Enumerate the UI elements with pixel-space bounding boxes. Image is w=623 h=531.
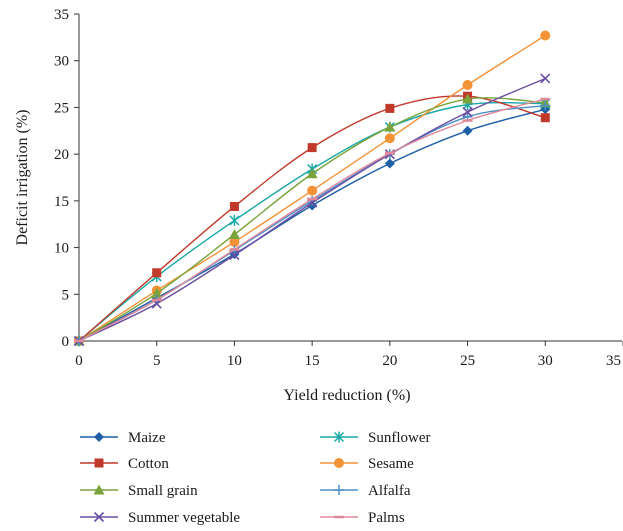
legend-item-summer-vegetable: Summer vegetable (80, 510, 240, 526)
data-point-cotton (229, 201, 239, 211)
data-point-sesame (307, 185, 318, 196)
series-small-grain (73, 93, 551, 346)
y-tick-label: 25 (54, 100, 69, 116)
legend-marker (334, 485, 344, 495)
legend-item-sesame: Sesame (320, 456, 414, 472)
legend-marker (94, 432, 104, 442)
legend-item-cotton: Cotton (80, 456, 169, 472)
y-tick-label: 10 (54, 241, 69, 257)
data-point-small-grain (384, 121, 396, 132)
x-tick-label: 0 (75, 353, 83, 369)
data-point-maize (462, 125, 473, 136)
data-point-sesame (462, 80, 473, 91)
x-tick-label: 10 (227, 353, 242, 369)
series-line-alfalfa (78, 104, 546, 342)
data-point-cotton (540, 113, 550, 123)
legend-label: Palms (368, 510, 405, 526)
data-point-small-grain (151, 287, 163, 298)
legend-marker (333, 431, 345, 443)
x-tick-label: 5 (153, 353, 161, 369)
legend-label: Maize (128, 430, 166, 446)
series-line-sunflower (78, 101, 546, 342)
legend-marker (93, 511, 105, 523)
legend-label: Alfalfa (368, 483, 411, 499)
y-tick-label: 15 (54, 194, 69, 210)
data-point-small-grain (228, 228, 240, 239)
data-point-small-grain (462, 93, 474, 104)
legend-item-alfalfa: Alfalfa (320, 483, 411, 499)
data-point-cotton (385, 103, 395, 113)
legend-item-palms: Palms (320, 510, 405, 526)
data-point-sesame (229, 236, 240, 247)
x-tick-label: 35 (606, 353, 621, 369)
axes: 0 5 10 15 20 25 30 35 0 5 10 15 20 25 30 35 (54, 7, 623, 369)
legend: Maize Sunflower Cotton Sesame Small grain Alf… (80, 430, 431, 526)
legend-marker (93, 484, 105, 495)
series-palms (74, 97, 551, 343)
y-tick-label: 20 (54, 147, 69, 163)
legend-label: Sunflower (368, 430, 431, 446)
x-tick-label: 15 (305, 353, 320, 369)
x-axis-title: Yield reduction (%) (283, 387, 410, 404)
legend-marker (334, 458, 344, 468)
legend-label: Small grain (128, 483, 198, 499)
x-tick-label: 20 (382, 353, 397, 369)
legend-item-maize: Maize (80, 430, 166, 446)
data-point-alfalfa (540, 100, 551, 111)
legend-label: Cotton (128, 456, 169, 472)
data-point-cotton (152, 268, 162, 278)
y-tick-label: 5 (62, 287, 70, 303)
data-point-sunflower (229, 214, 240, 226)
legend-item-sunflower: Sunflower (320, 430, 431, 446)
y-tick-label: 30 (54, 54, 69, 70)
legend-item-small-grain: Small grain (80, 483, 198, 499)
data-point-cotton (307, 143, 317, 153)
legend-label: Summer vegetable (128, 510, 240, 526)
data-point-sesame (540, 30, 551, 41)
x-tick-label: 30 (538, 353, 553, 369)
y-axis-title: Deficit irrigation (%) (14, 110, 31, 246)
data-point-sesame (384, 133, 395, 144)
series-line-palms (78, 98, 546, 342)
data-point-summer-vegetable (462, 107, 473, 118)
data-point-maize (384, 158, 395, 169)
series-sesame (74, 30, 551, 346)
series-layer (73, 30, 551, 347)
series-cotton (74, 91, 550, 346)
data-point-summer-vegetable (540, 73, 551, 84)
y-tick-label: 35 (54, 7, 69, 23)
legend-marker (94, 458, 104, 468)
x-tick-label: 25 (460, 353, 475, 369)
legend-label: Sesame (368, 456, 414, 472)
data-point-small-grain (306, 168, 318, 179)
y-tick-label: 0 (62, 334, 70, 350)
